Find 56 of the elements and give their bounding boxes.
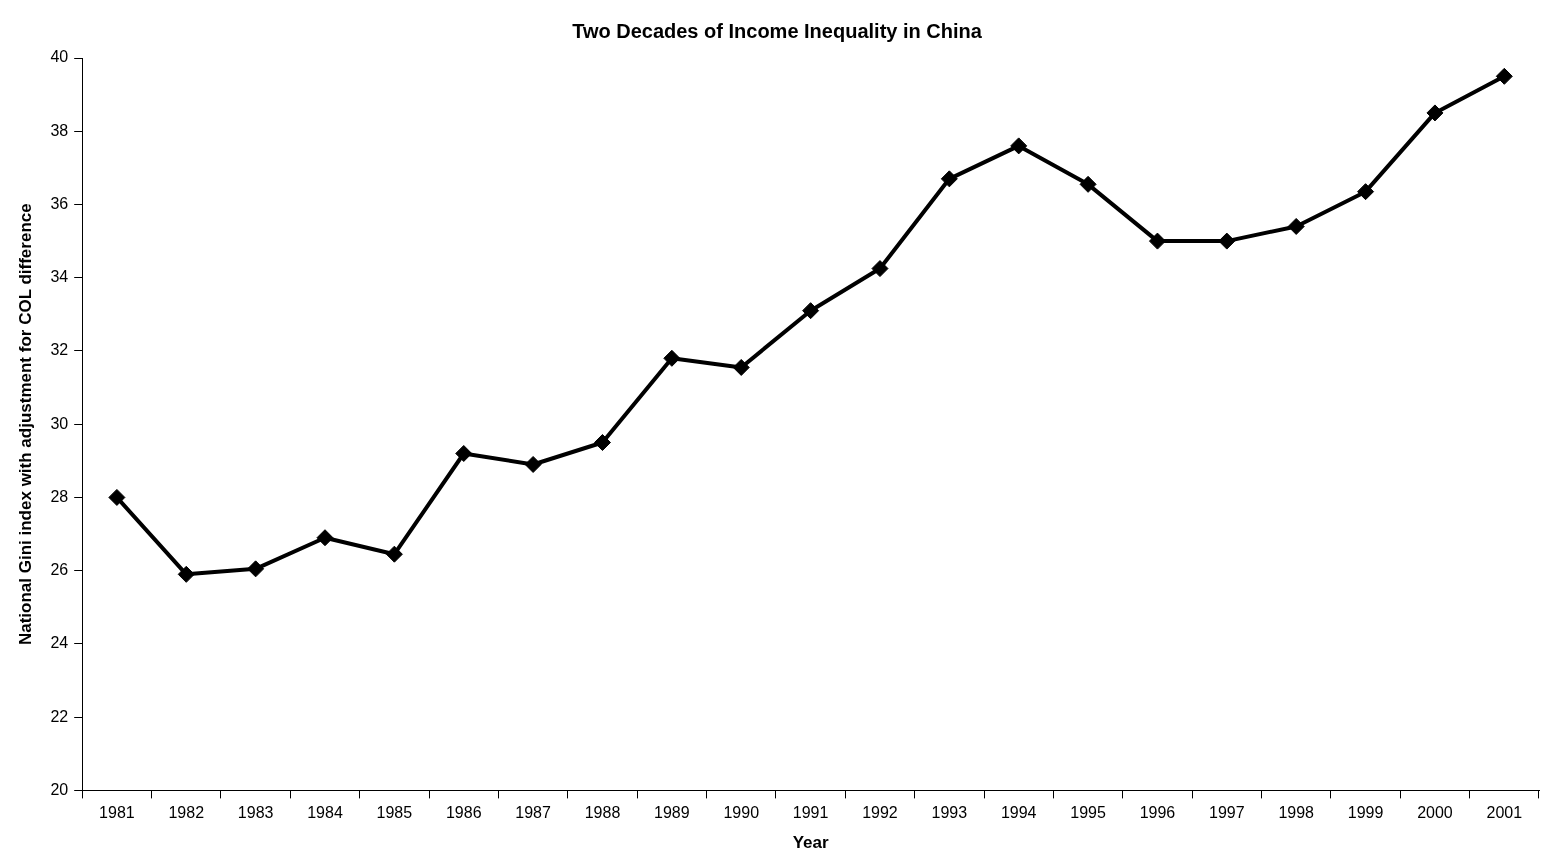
x-tick-label: 1993: [931, 804, 968, 822]
x-tick-label: 1998: [1278, 804, 1315, 822]
point: [108, 488, 126, 506]
point: [177, 565, 195, 583]
x-tick-label: 1985: [376, 804, 413, 822]
x-tick-label: 1992: [862, 804, 898, 822]
y-axis-title: National Gini index with adjustment for COL difference: [15, 203, 35, 646]
x-tick-label: 1991: [792, 804, 829, 822]
point: [1426, 104, 1444, 122]
point: [663, 349, 681, 367]
point: [1010, 137, 1028, 155]
point: [1079, 175, 1097, 193]
x-tick-label: 2001: [1486, 804, 1523, 822]
point: [524, 455, 542, 473]
point: [1357, 183, 1375, 201]
y-tick-label: 26: [50, 561, 69, 579]
point: [593, 434, 611, 452]
point: [940, 170, 958, 188]
y-tick-label: 38: [50, 121, 69, 139]
point: [385, 545, 403, 563]
point: [1218, 232, 1236, 250]
point: [1495, 67, 1513, 85]
x-tick-label: 1995: [1070, 804, 1106, 822]
y-tick-label: 22: [50, 707, 69, 725]
x-tick-label: 1994: [1000, 804, 1037, 822]
point: [871, 260, 889, 278]
x-tick-label: 1982: [168, 804, 205, 822]
x-tick-label: 1984: [307, 804, 343, 822]
y-tick-label: 28: [50, 487, 69, 505]
x-tick-label: 1981: [99, 804, 135, 822]
x-tick-label: 2000: [1417, 804, 1453, 822]
point: [732, 358, 750, 376]
point: [1148, 232, 1166, 250]
point: [802, 302, 820, 320]
x-tick-label: 1997: [1209, 804, 1245, 822]
chart-title: Two Decades of Income Inequality in China: [572, 19, 983, 42]
x-axis-title: Year: [792, 833, 829, 853]
point: [455, 445, 473, 462]
y-tick-label: 30: [50, 414, 69, 432]
y-tick-label: 34: [50, 268, 69, 286]
x-tick-label: 1989: [654, 804, 690, 822]
y-tick-label: 32: [50, 341, 69, 359]
y-tick-label: 24: [50, 634, 69, 652]
x-tick-label: 1986: [445, 804, 482, 822]
y-tick-label: 20: [50, 780, 69, 798]
point: [1287, 217, 1305, 235]
point: [316, 529, 334, 547]
x-tick-label: 1987: [515, 804, 552, 822]
point: [247, 560, 265, 578]
x-tick-label: 1990: [723, 804, 760, 822]
x-tick-label: 1999: [1347, 804, 1384, 822]
x-tick-label: 1983: [237, 804, 274, 822]
y-tick-label: 40: [50, 48, 69, 66]
x-tick-label: 1988: [584, 804, 621, 822]
x-tick-label: 1996: [1139, 804, 1176, 822]
y-tick-label: 36: [50, 194, 69, 212]
